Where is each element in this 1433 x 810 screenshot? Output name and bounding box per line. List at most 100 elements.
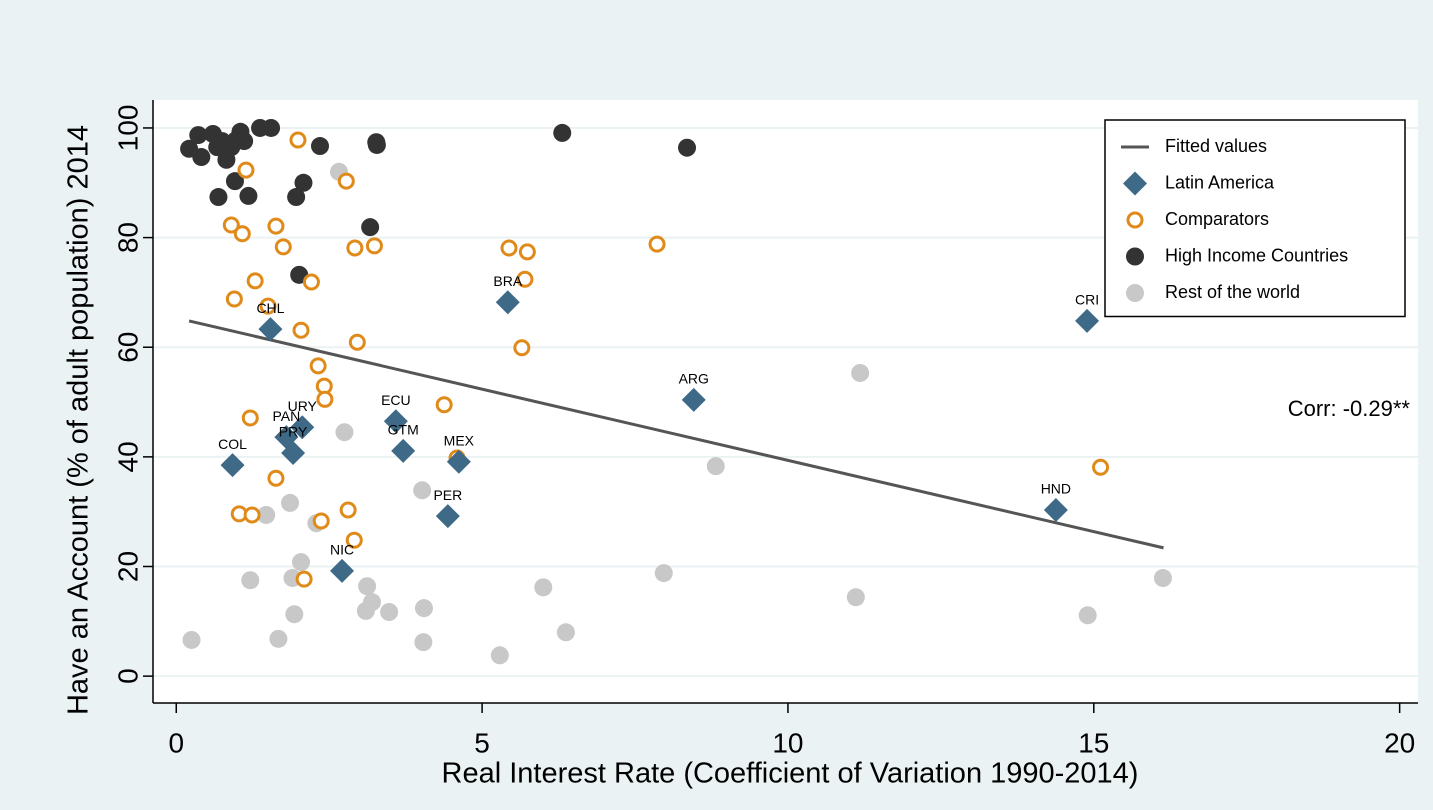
point-label: COL xyxy=(218,436,247,452)
data-point xyxy=(285,605,304,624)
data-point xyxy=(516,270,534,288)
data-point xyxy=(309,357,327,375)
data-point xyxy=(267,469,285,487)
data-point xyxy=(337,172,355,190)
point-label: GTM xyxy=(388,422,419,438)
data-point xyxy=(274,238,292,256)
data-point xyxy=(361,218,380,237)
y-tick-label: 60 xyxy=(112,332,143,363)
legend-label: Fitted values xyxy=(1165,136,1267,156)
data-point xyxy=(330,558,355,583)
point-label: URY xyxy=(288,398,318,414)
data-point xyxy=(435,504,460,529)
x-axis-title: Real Interest Rate (Coefficient of Varia… xyxy=(442,758,1139,790)
data-point xyxy=(294,173,313,192)
data-point xyxy=(258,317,283,342)
data-point xyxy=(189,126,208,145)
fitted-line xyxy=(188,319,1164,550)
annotation: Corr: -0.29** xyxy=(1288,396,1411,421)
data-point xyxy=(1078,606,1097,625)
y-axis-title: Have an Account (% of adult population) … xyxy=(63,125,95,715)
y-tick-label: 40 xyxy=(112,441,143,472)
data-point xyxy=(182,630,201,649)
data-point xyxy=(192,148,211,167)
data-point xyxy=(500,239,518,257)
data-point xyxy=(269,629,288,648)
data-point xyxy=(365,237,383,255)
legend-label: Latin America xyxy=(1165,172,1275,192)
data-point xyxy=(435,396,453,414)
data-point xyxy=(490,646,509,665)
data-point xyxy=(295,570,313,588)
data-point xyxy=(346,239,364,257)
data-point xyxy=(380,603,399,622)
data-point xyxy=(281,441,306,466)
x-tick-label: 20 xyxy=(1384,727,1415,758)
data-point xyxy=(243,506,261,524)
data-point xyxy=(356,601,375,620)
data-point xyxy=(348,333,366,351)
data-point xyxy=(1092,458,1110,476)
data-point xyxy=(495,290,520,315)
data-point xyxy=(1075,308,1100,333)
data-point xyxy=(233,225,251,243)
point-label: ECU xyxy=(381,392,411,408)
data-point xyxy=(367,133,386,152)
point-label: BRA xyxy=(493,273,522,289)
data-point xyxy=(241,409,259,427)
data-point xyxy=(681,387,706,412)
data-point xyxy=(259,297,277,315)
x-tick-label: 5 xyxy=(474,727,490,758)
data-point xyxy=(235,132,254,151)
data-point xyxy=(383,409,408,434)
data-point xyxy=(339,501,357,519)
data-point xyxy=(345,531,363,549)
data-point xyxy=(222,216,240,234)
data-point xyxy=(316,390,334,408)
data-point xyxy=(518,243,536,261)
point-label: PRY xyxy=(279,424,308,440)
data-point xyxy=(289,131,307,149)
data-point xyxy=(290,415,315,440)
point-label: PER xyxy=(433,487,462,503)
data-point xyxy=(310,137,329,156)
data-point xyxy=(241,571,260,590)
data-point xyxy=(706,457,725,476)
legend-label: Comparators xyxy=(1165,209,1269,229)
data-point xyxy=(312,512,330,530)
data-point xyxy=(654,564,673,583)
data-point xyxy=(391,438,416,463)
data-point xyxy=(446,449,471,474)
data-point xyxy=(220,453,245,478)
data-point xyxy=(556,623,575,642)
y-tick-label: 0 xyxy=(112,668,143,684)
x-tick-label: 10 xyxy=(772,727,803,758)
y-tick-label: 20 xyxy=(112,551,143,582)
x-tick-label: 15 xyxy=(1078,727,1109,758)
data-point xyxy=(281,493,300,512)
x-tick-label: 0 xyxy=(168,727,184,758)
data-point xyxy=(846,588,865,607)
point-label: HND xyxy=(1041,481,1071,497)
legend-marker xyxy=(1126,211,1144,229)
data-point xyxy=(257,505,276,524)
legend-marker xyxy=(1126,247,1144,266)
data-point xyxy=(513,339,531,357)
data-point xyxy=(225,172,244,191)
data-point xyxy=(678,138,697,157)
data-point xyxy=(414,599,433,618)
point-label: CHL xyxy=(256,300,284,316)
y-tick-label: 80 xyxy=(112,222,143,253)
data-point xyxy=(413,481,432,500)
point-label: ARG xyxy=(679,371,709,387)
data-point xyxy=(302,273,320,291)
data-point xyxy=(225,290,243,308)
data-point xyxy=(648,235,666,253)
point-label: PAN xyxy=(272,408,300,424)
data-point xyxy=(246,272,264,290)
data-point xyxy=(358,577,377,596)
data-point xyxy=(1153,569,1172,588)
point-label: NIC xyxy=(330,542,354,558)
data-point xyxy=(851,363,870,382)
data-point xyxy=(534,578,553,597)
